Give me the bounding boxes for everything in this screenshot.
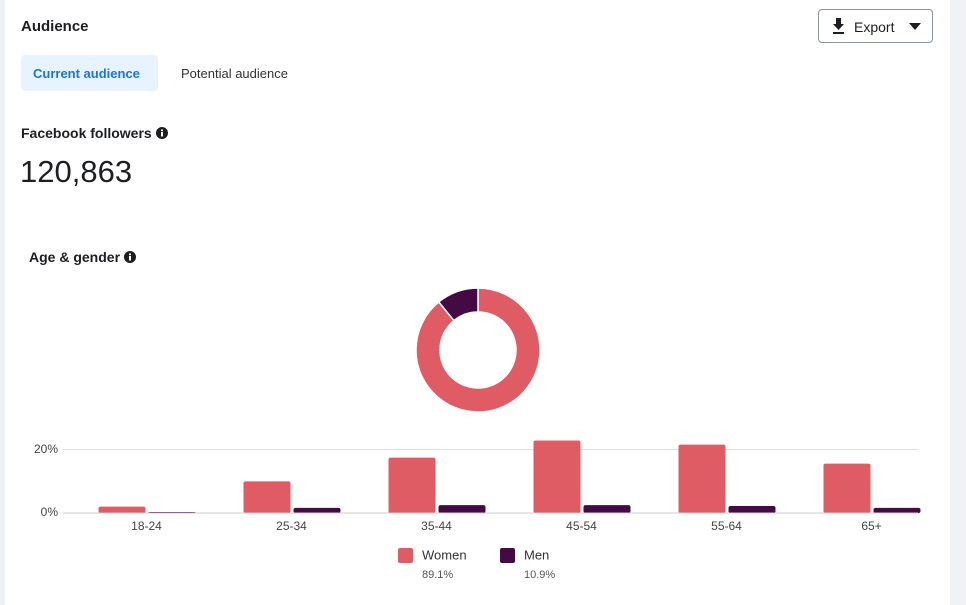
chart-heading: Age & gender [29, 249, 136, 265]
donut-slice [437, 287, 479, 322]
bar [583, 505, 631, 513]
audience-card: Audience Export Current audience Potenti… [5, 0, 950, 605]
legend-share: 89.1% [422, 569, 453, 581]
tab[interactable]: Potential audience [181, 66, 288, 81]
bar [293, 507, 341, 513]
info-icon [155, 127, 168, 139]
legend-swatch [500, 548, 515, 563]
y-tick-label: 0% [41, 505, 59, 519]
metric-label: Facebook followers [21, 125, 168, 141]
tab-label: Current audience [33, 66, 140, 81]
metric-label-text: Facebook followers [21, 125, 152, 141]
bar [438, 505, 486, 513]
bar [533, 440, 581, 513]
export-button[interactable]: Export [818, 9, 933, 43]
legend-label: Women [422, 547, 467, 562]
bar [823, 463, 871, 513]
tab-active[interactable]: Current audience [21, 55, 158, 91]
donut-slice [415, 287, 541, 413]
bar [678, 444, 726, 513]
x-tick-label: 18-24 [131, 519, 162, 533]
export-label: Export [854, 19, 895, 35]
legend-swatch [398, 548, 413, 563]
x-tick-label: 35-44 [421, 519, 452, 533]
bar [98, 506, 146, 513]
x-tick-label: 65+ [861, 519, 881, 533]
x-tick-label: 55-64 [711, 519, 742, 533]
metric-value: 120,863 [20, 154, 133, 189]
caret-icon [909, 23, 921, 30]
legend-share: 10.9% [524, 569, 555, 581]
bar [388, 457, 436, 513]
section-title: Audience [21, 18, 89, 35]
legend-label: Men [524, 547, 549, 562]
y-tick-label: 20% [34, 442, 58, 456]
bar [728, 506, 776, 513]
download-icon [833, 18, 844, 34]
bar [243, 481, 291, 513]
x-tick-label: 25-34 [276, 519, 307, 533]
bar [873, 507, 921, 513]
info-icon [123, 251, 136, 263]
x-tick-label: 45-54 [566, 519, 597, 533]
chart-title: Age & gender [29, 249, 121, 265]
